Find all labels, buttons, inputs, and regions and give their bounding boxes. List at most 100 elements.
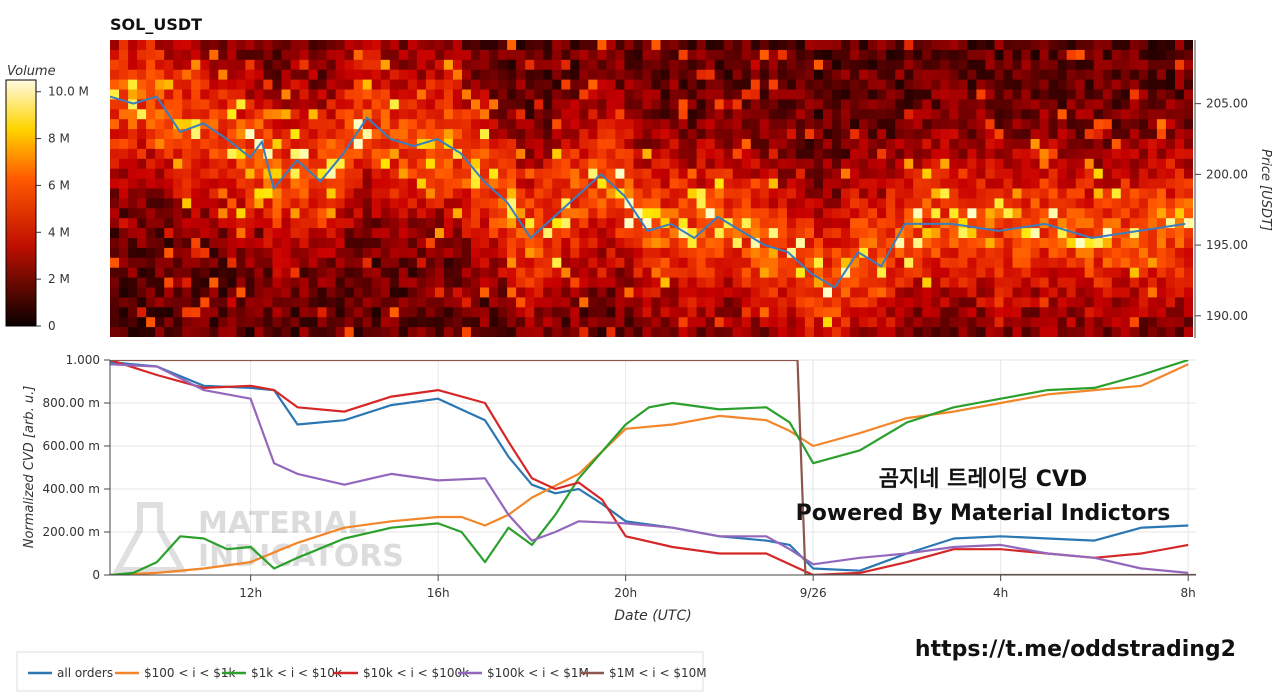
heatmap-cell — [976, 158, 986, 170]
heatmap-cell — [732, 307, 743, 318]
heatmap-cell — [362, 89, 373, 100]
heatmap-cell — [579, 119, 589, 130]
heatmap-cell — [534, 247, 544, 259]
heatmap-cell — [335, 228, 346, 239]
heatmap-cell — [1066, 188, 1077, 199]
heatmap-cell — [290, 238, 301, 249]
heatmap-cell — [425, 178, 436, 190]
heatmap-cell — [732, 158, 743, 170]
heatmap-cell — [227, 287, 237, 298]
heatmap-cell — [164, 119, 174, 130]
heatmap-cell — [940, 89, 950, 100]
heatmap-cell — [299, 109, 310, 120]
heatmap-cell — [164, 59, 174, 71]
heatmap-cell — [1184, 228, 1193, 239]
heatmap-cell — [1066, 277, 1077, 289]
heatmap-cell — [931, 178, 941, 190]
heatmap-cell — [525, 247, 535, 259]
heatmap-cell — [281, 317, 292, 328]
heatmap-cell — [218, 129, 228, 140]
heatmap-cell — [146, 317, 156, 328]
heatmap-cell — [236, 297, 246, 308]
heatmap-cell — [669, 69, 680, 81]
heatmap-cell — [452, 158, 463, 170]
heatmap-cell — [660, 238, 671, 249]
heatmap-cell — [1102, 99, 1113, 110]
heatmap-cell — [886, 307, 896, 318]
heatmap-cell — [191, 188, 201, 199]
heatmap-cell — [696, 49, 707, 61]
heatmap-cell — [1093, 139, 1104, 150]
heatmap-cell — [1111, 178, 1122, 190]
heatmap-cell — [498, 109, 508, 120]
heatmap-cell — [877, 99, 887, 110]
heatmap-cell — [985, 89, 995, 100]
heatmap-cell — [443, 139, 454, 150]
heatmap-cell — [552, 188, 562, 199]
heatmap-cell — [155, 178, 165, 190]
heatmap-cell — [209, 139, 219, 150]
heatmap-cell — [191, 267, 201, 279]
footer-link[interactable]: https://t.me/oddstrading2 — [915, 637, 1236, 662]
heatmap-cell — [254, 158, 264, 170]
heatmap-cell — [209, 109, 219, 120]
heatmap-cell — [832, 307, 842, 318]
heatmap-cell — [886, 139, 896, 150]
heatmap-cell — [678, 188, 689, 199]
heatmap-cell — [534, 228, 544, 239]
heatmap-cell — [606, 69, 616, 81]
heatmap-cell — [1120, 129, 1131, 140]
heatmap-cell — [308, 69, 319, 81]
heatmap-cell — [696, 158, 707, 170]
heatmap-cell — [886, 297, 896, 308]
heatmap-cell — [1102, 257, 1113, 269]
heatmap-cell — [1075, 327, 1086, 337]
heatmap-cell — [877, 79, 887, 91]
heatmap-cell — [877, 198, 887, 209]
heatmap-cell — [660, 307, 671, 318]
heatmap-cell — [146, 109, 156, 120]
heatmap-cell — [814, 148, 824, 160]
heatmap-cell — [1129, 139, 1140, 150]
heatmap-cell — [633, 267, 644, 279]
heatmap-cell — [994, 89, 1005, 100]
heatmap-cell — [326, 188, 337, 199]
heatmap-cell — [1156, 109, 1167, 120]
heatmap-cell — [263, 277, 273, 289]
heatmap-cell — [994, 287, 1005, 298]
heatmap-cell — [272, 218, 283, 229]
heatmap-cell — [1003, 139, 1014, 150]
heatmap-cell — [606, 139, 616, 150]
heatmap-cell — [832, 109, 842, 120]
heatmap-cell — [597, 297, 607, 308]
heatmap-cell — [759, 247, 770, 259]
heatmap-cell — [173, 139, 183, 150]
heatmap-cell — [841, 79, 851, 91]
heatmap-cell — [1012, 277, 1023, 289]
heatmap-cell — [137, 89, 147, 100]
heatmap-cell — [416, 267, 427, 279]
heatmap-cell — [362, 148, 373, 160]
heatmap-cell — [380, 327, 391, 337]
heatmap-cell — [164, 327, 174, 337]
heatmap-cell — [299, 119, 310, 130]
heatmap-cell — [786, 158, 797, 170]
heatmap-cell — [1184, 148, 1193, 160]
heatmap-cell — [272, 59, 283, 71]
heatmap-cell — [1147, 59, 1158, 71]
heatmap-cell — [1012, 188, 1023, 199]
heatmap-cell — [353, 198, 364, 209]
heatmap-cell — [1039, 317, 1050, 328]
heatmap-cell — [173, 218, 183, 229]
heatmap-cell — [922, 59, 932, 71]
heatmap-cell — [281, 218, 292, 229]
heatmap-cell — [687, 69, 698, 81]
heatmap-cell — [958, 99, 968, 110]
heatmap-cell — [850, 119, 860, 130]
heatmap-cell — [281, 148, 292, 160]
heatmap-cell — [272, 109, 283, 120]
heatmap-cell — [173, 188, 183, 199]
heatmap-cell — [1138, 69, 1149, 81]
heatmap-cell — [1075, 148, 1086, 160]
heatmap-cell — [552, 109, 562, 120]
